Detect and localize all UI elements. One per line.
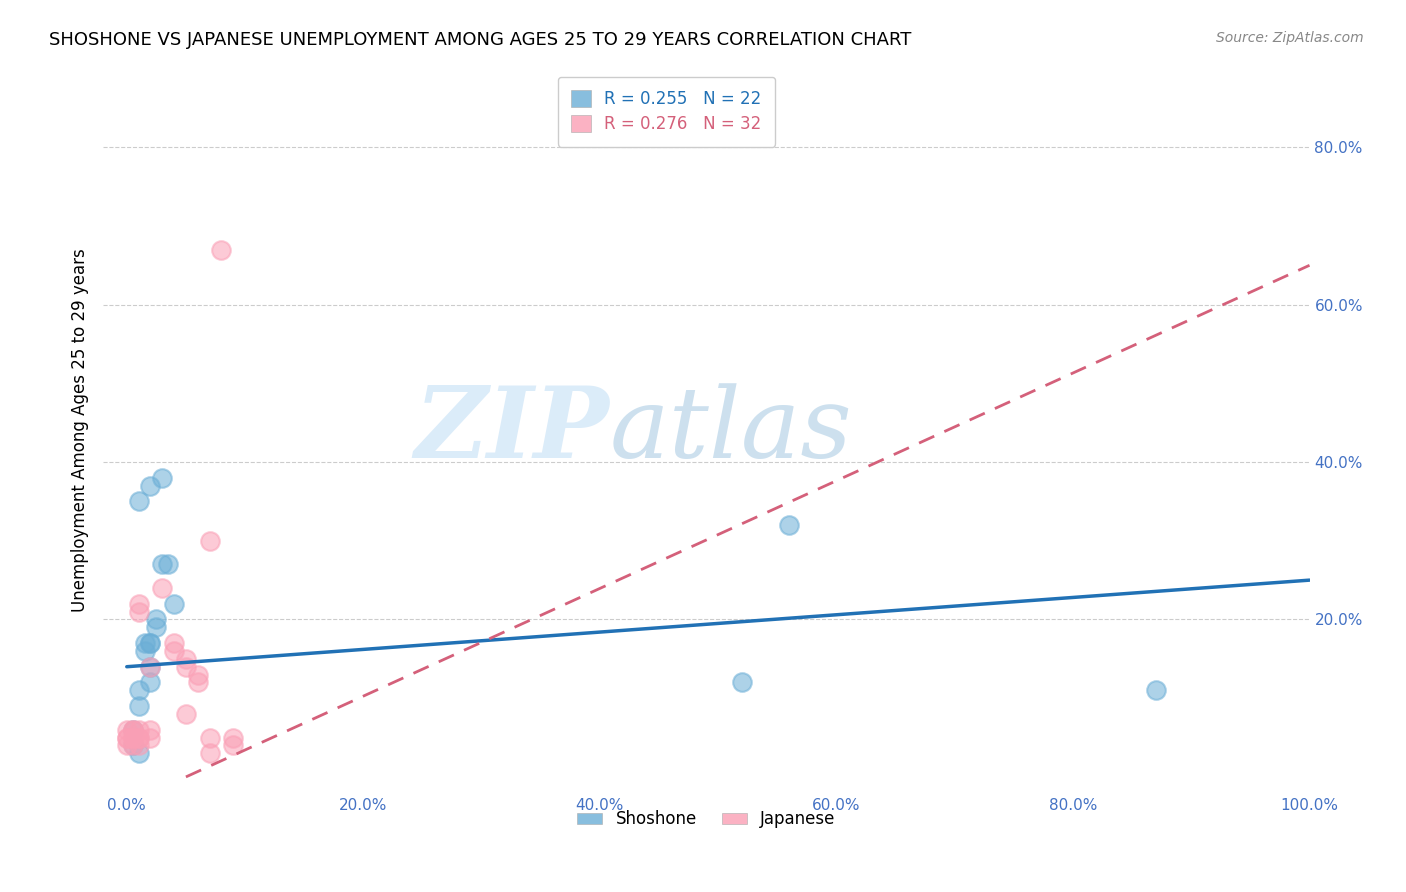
Point: [145, 612, 167, 626]
Point: [139, 659, 162, 673]
Point: [1144, 683, 1167, 698]
Point: [121, 739, 143, 753]
Point: [115, 731, 138, 745]
Y-axis label: Unemployment Among Ages 25 to 29 years: Unemployment Among Ages 25 to 29 years: [72, 249, 89, 613]
Point: [121, 723, 143, 737]
Point: [139, 636, 162, 650]
Point: [139, 636, 162, 650]
Point: [163, 597, 186, 611]
Point: [128, 494, 150, 508]
Text: atlas: atlas: [610, 383, 852, 478]
Point: [209, 243, 232, 257]
Point: [128, 731, 150, 745]
Point: [128, 723, 150, 737]
Point: [778, 518, 800, 533]
Point: [150, 558, 173, 572]
Point: [121, 723, 143, 737]
Point: [145, 620, 167, 634]
Point: [115, 739, 138, 753]
Text: Source: ZipAtlas.com: Source: ZipAtlas.com: [1216, 31, 1364, 45]
Point: [174, 652, 197, 666]
Point: [121, 739, 143, 753]
Point: [222, 731, 245, 745]
Point: [187, 667, 209, 681]
Point: [163, 636, 186, 650]
Text: SHOSHONE VS JAPANESE UNEMPLOYMENT AMONG AGES 25 TO 29 YEARS CORRELATION CHART: SHOSHONE VS JAPANESE UNEMPLOYMENT AMONG …: [49, 31, 911, 49]
Point: [139, 659, 162, 673]
Point: [222, 739, 245, 753]
Text: ZIP: ZIP: [415, 383, 610, 479]
Point: [163, 644, 186, 658]
Point: [121, 731, 143, 745]
Point: [139, 731, 162, 745]
Point: [198, 533, 221, 548]
Point: [731, 675, 754, 690]
Point: [174, 659, 197, 673]
Point: [139, 675, 162, 690]
Point: [115, 731, 138, 745]
Point: [121, 723, 143, 737]
Point: [128, 731, 150, 745]
Point: [121, 731, 143, 745]
Point: [128, 747, 150, 761]
Point: [157, 558, 180, 572]
Legend: Shoshone, Japanese: Shoshone, Japanese: [571, 804, 842, 835]
Point: [139, 723, 162, 737]
Point: [134, 636, 156, 650]
Point: [198, 731, 221, 745]
Point: [128, 683, 150, 698]
Point: [139, 478, 162, 492]
Point: [187, 675, 209, 690]
Point: [150, 471, 173, 485]
Point: [198, 747, 221, 761]
Point: [174, 706, 197, 721]
Point: [128, 699, 150, 714]
Point: [115, 723, 138, 737]
Point: [134, 644, 156, 658]
Point: [128, 597, 150, 611]
Point: [128, 605, 150, 619]
Point: [150, 581, 173, 595]
Point: [128, 739, 150, 753]
